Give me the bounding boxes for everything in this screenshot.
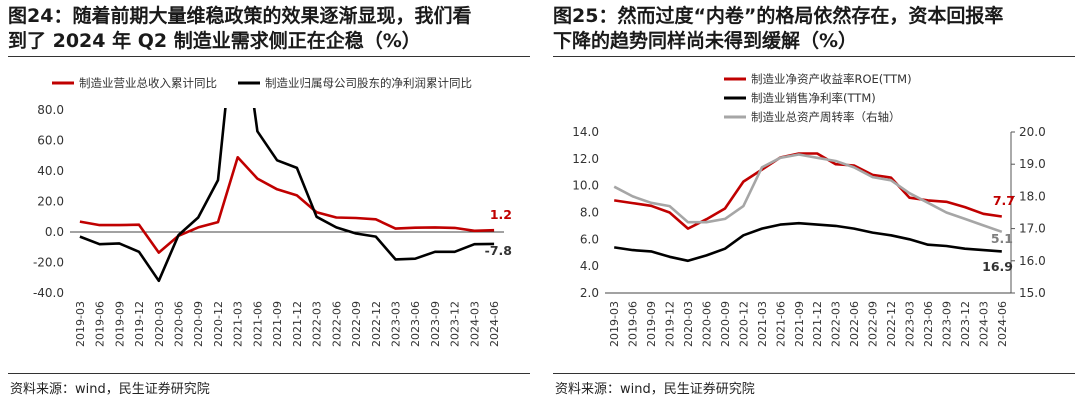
y-tick-label: 6.0	[580, 232, 599, 246]
x-tick-label: 2022-12	[885, 301, 898, 347]
top-divider	[8, 56, 530, 57]
right-y-tick-label: 18.0	[1019, 189, 1046, 203]
source-note: 资料来源：wind，民生证券研究院	[555, 382, 755, 397]
legend-label: 制造业净资产收益率ROE(TTM)	[751, 72, 912, 86]
series-line-1	[614, 152, 1002, 230]
x-tick-label: 2023-03	[390, 301, 403, 347]
right-y-tick-label: 16.0	[1019, 254, 1046, 268]
x-tick-label: 2022-06	[330, 301, 343, 347]
x-tick-label: 2021-06	[774, 301, 787, 347]
right-y-tick-label: 19.0	[1019, 157, 1046, 171]
x-tick-label: 2020-09	[719, 301, 732, 347]
legend-label: 制造业营业总收入累计同比	[79, 76, 217, 90]
x-tick-label: 2023-09	[940, 301, 953, 347]
y-tick-label: 60.0	[37, 134, 64, 148]
x-tick-label: 2021-03	[756, 301, 769, 347]
title-line-1: 图25：然而过度“内卷”的格局依然存在，资本回报率	[553, 5, 1004, 27]
legend-label: 制造业归属母公司股东的净利润累计同比	[265, 76, 472, 90]
legend-label: 制造业总资产周转率（右轴）	[751, 110, 901, 124]
x-tick-label: 2019-06	[627, 301, 640, 347]
x-tick-label: 2024-03	[468, 301, 481, 347]
x-tick-label: 2019-03	[608, 301, 621, 347]
y-tick-label: 40.0	[37, 164, 64, 178]
chart-panel-right: 图25：然而过度“内卷”的格局依然存在，资本回报率 下降的趋势同样尚未得到缓解（…	[545, 0, 1080, 406]
end-value-label: 1.2	[490, 207, 512, 222]
x-tick-label: 2021-12	[291, 301, 304, 347]
y-tick-label: 20.0	[37, 195, 64, 209]
x-tick-label: 2019-12	[664, 301, 677, 347]
end-value-label: 5.1	[991, 231, 1013, 246]
y-tick-label: -20.0	[33, 256, 64, 270]
end-value-label: 7.7	[993, 193, 1015, 208]
end-value-label: -7.8	[485, 243, 512, 258]
x-tick-label: 2020-06	[701, 301, 714, 347]
end-value-label: 16.9	[982, 259, 1013, 274]
right-y-tick-label: 20.0	[1019, 125, 1046, 139]
x-tick-label: 2019-09	[113, 301, 126, 347]
x-tick-label: 2024-06	[488, 301, 501, 347]
series-line-1	[79, 156, 495, 254]
x-tick-label: 2022-06	[848, 301, 861, 347]
right-y-tick-label: 17.0	[1019, 222, 1046, 236]
x-tick-label: 2023-03	[904, 301, 917, 347]
x-tick-label: 2019-12	[133, 301, 146, 347]
x-tick-label: 2020-12	[212, 301, 225, 347]
x-tick-label: 2021-09	[793, 301, 806, 347]
x-tick-label: 2023-09	[429, 301, 442, 347]
source-note: 资料来源：wind，民生证券研究院	[10, 382, 210, 397]
chart-title: 图24：随着前期大量维稳政策的效果逐渐显现，我们看 到了 2024 年 Q2 制…	[8, 4, 533, 54]
x-tick-label: 2019-09	[645, 301, 658, 347]
x-tick-label: 2020-06	[173, 301, 186, 347]
top-divider	[553, 56, 1075, 57]
y-tick-label: 8.0	[580, 206, 599, 220]
chart-panel-left: 图24：随着前期大量维稳政策的效果逐渐显现，我们看 到了 2024 年 Q2 制…	[0, 0, 535, 406]
bottom-divider	[553, 373, 1075, 374]
title-line-2: 下降的趋势同样尚未得到缓解（%）	[553, 30, 858, 52]
series-line-2	[614, 221, 1002, 263]
x-tick-label: 2022-12	[370, 301, 383, 347]
y-tick-label: 10.0	[572, 179, 599, 193]
bottom-divider	[8, 373, 530, 374]
y-tick-label: 2.0	[580, 286, 599, 300]
x-tick-label: 2019-06	[94, 301, 107, 347]
x-tick-label: 2019-03	[74, 301, 87, 347]
line-chart-demand: 80.0 60.0 40.0 20.0 0.0 -20.0 -40.0 2019-03 2019…	[33, 76, 512, 347]
x-tick-label: 2022-03	[830, 301, 843, 347]
right-y-tick-label: 15.0	[1019, 286, 1046, 300]
legend-label: 制造业销售净利率(TTM)	[751, 91, 876, 105]
x-tick-label: 2020-03	[153, 301, 166, 347]
y-tick-label: 80.0	[37, 103, 64, 117]
x-tick-label: 2021-06	[251, 301, 264, 347]
x-tick-label: 2022-09	[350, 301, 363, 347]
chart-title: 图25：然而过度“内卷”的格局依然存在，资本回报率 下降的趋势同样尚未得到缓解（…	[553, 4, 1078, 54]
line-chart-returns: 14.0 12.0 10.0 8.0 6.0 4.0 2.0 20.0 19.0 18.0 17.0…	[572, 72, 1046, 347]
x-tick-label: 2023-12	[959, 301, 972, 347]
x-tick-label: 2021-12	[811, 301, 824, 347]
x-tick-label: 2022-09	[867, 301, 880, 347]
series-line-2	[79, 108, 495, 283]
x-tick-label: 2022-03	[311, 301, 324, 347]
x-tick-label: 2023-06	[409, 301, 422, 347]
y-tick-label: 4.0	[580, 259, 599, 273]
y-tick-label: 14.0	[572, 125, 599, 139]
y-tick-label: 0.0	[45, 225, 64, 239]
x-tick-label: 2020-09	[192, 301, 205, 347]
title-line-1: 图24：随着前期大量维稳政策的效果逐渐显现，我们看	[8, 5, 472, 27]
x-tick-label: 2024-03	[977, 301, 990, 347]
x-tick-label: 2023-06	[922, 301, 935, 347]
x-tick-label: 2024-06	[996, 301, 1009, 347]
y-tick-label: 12.0	[572, 152, 599, 166]
y-tick-label: -40.0	[33, 286, 64, 300]
title-line-2: 到了 2024 年 Q2 制造业需求侧正在企稳（%）	[8, 30, 421, 52]
x-tick-label: 2023-12	[449, 301, 462, 347]
x-tick-label: 2020-12	[737, 301, 750, 347]
x-tick-label: 2020-03	[682, 301, 695, 347]
x-tick-label: 2021-03	[232, 301, 245, 347]
series-line-3	[613, 153, 1003, 234]
x-tick-label: 2021-09	[271, 301, 284, 347]
